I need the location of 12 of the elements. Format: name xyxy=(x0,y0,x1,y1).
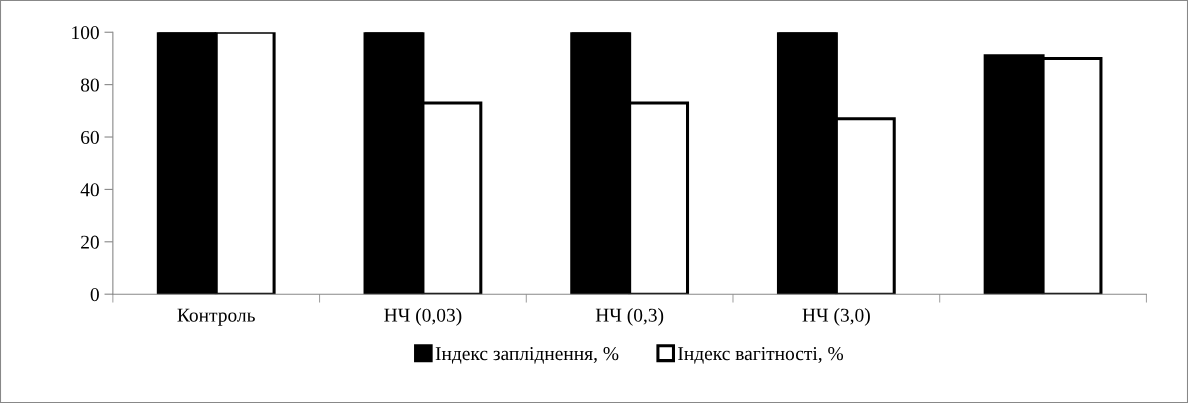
y-tick-label: 100 xyxy=(72,26,99,40)
y-tick-label: 80 xyxy=(80,78,99,92)
y-tick-label: 40 xyxy=(80,183,99,197)
y-tick-label: 60 xyxy=(81,130,99,144)
legend-label: Індекс запліднення, % xyxy=(435,347,619,364)
x-tick-label: НЧ (0,03) xyxy=(384,308,462,326)
legend-label: Індекс вагітності, % xyxy=(678,347,844,364)
x-tick-label: Контроль xyxy=(177,308,255,326)
x-tick-label: НЧ (3,0) xyxy=(802,308,870,326)
x-tick-label: НЧ (0,3) xyxy=(595,308,664,326)
y-tick-label: 0 xyxy=(90,288,99,302)
y-tick-label: 20 xyxy=(81,235,99,249)
